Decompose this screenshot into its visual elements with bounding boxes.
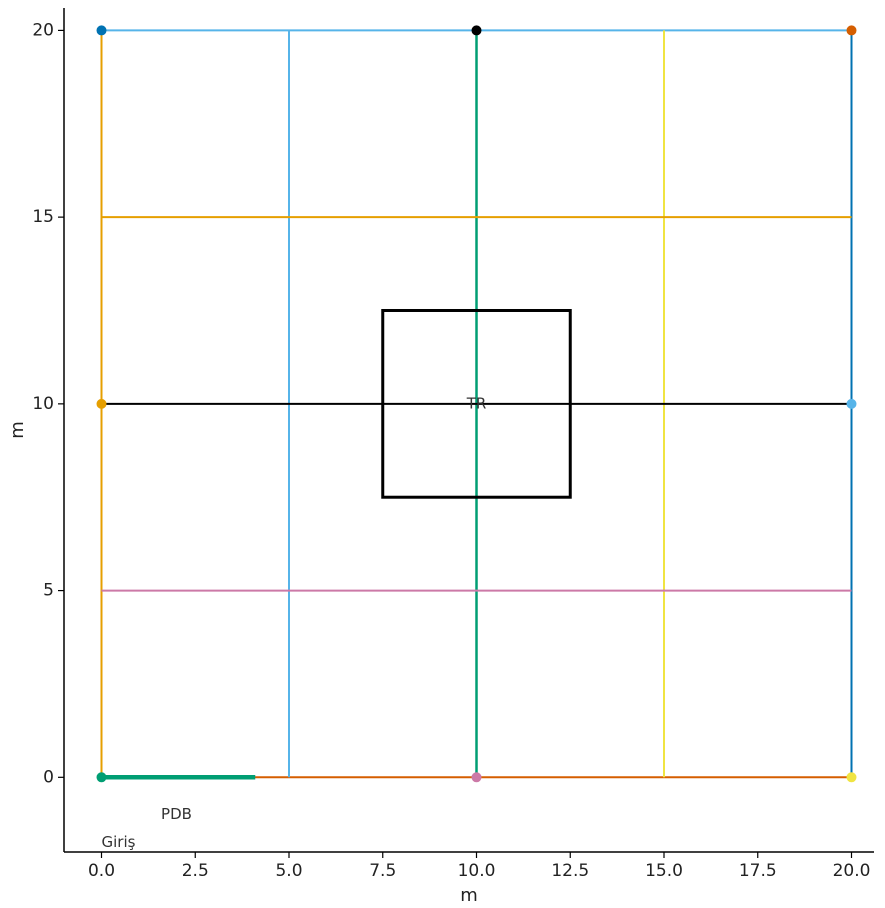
data-point-20-20 [846,25,857,36]
data-point-0-0 [96,772,107,783]
y-tick-label: 20 [32,20,54,40]
chart-lines [100,29,853,780]
x-tick-label: 10.0 [458,861,496,881]
y-tick-label: 5 [43,581,54,601]
x-tick-label: 20.0 [833,861,871,881]
x-tick-label: 17.5 [739,861,777,881]
x-tick-label: 12.5 [551,861,589,881]
y-tick-label: 15 [32,207,54,227]
chart-points [96,25,857,783]
chart-axis-titles: m m [7,421,478,906]
chart-rectangle-layer [381,308,572,499]
data-point-10-0 [471,772,482,783]
tr-rectangle [381,308,572,499]
x-tick-label: 2.5 [182,861,209,881]
x-tick-label: 0.0 [88,861,115,881]
x-axis-title: m [460,885,478,906]
annotation-tr: TR [466,394,487,412]
chart-axes: 0.0 2.5 5.0 7.5 10.0 12.5 15.0 17.5 20.0 0 5 10 15 20 [32,8,874,881]
data-point-20-10 [846,398,857,409]
annotation-giris: Giriş [102,833,136,851]
data-point-10-20 [471,25,482,36]
data-point-0-20 [96,25,107,36]
data-point-0-10 [96,398,107,409]
x-tick-label: 5.0 [275,861,302,881]
x-tick-label: 7.5 [369,861,396,881]
annotation-pdb: PDB [161,805,192,823]
y-tick-label: 10 [32,394,54,414]
y-axis-title: m [7,421,28,439]
chart-annotations: TR PDB Giriş [102,394,487,851]
data-point-20-0 [846,772,857,783]
x-tick-label: 15.0 [645,861,683,881]
y-tick-label: 0 [43,767,54,787]
